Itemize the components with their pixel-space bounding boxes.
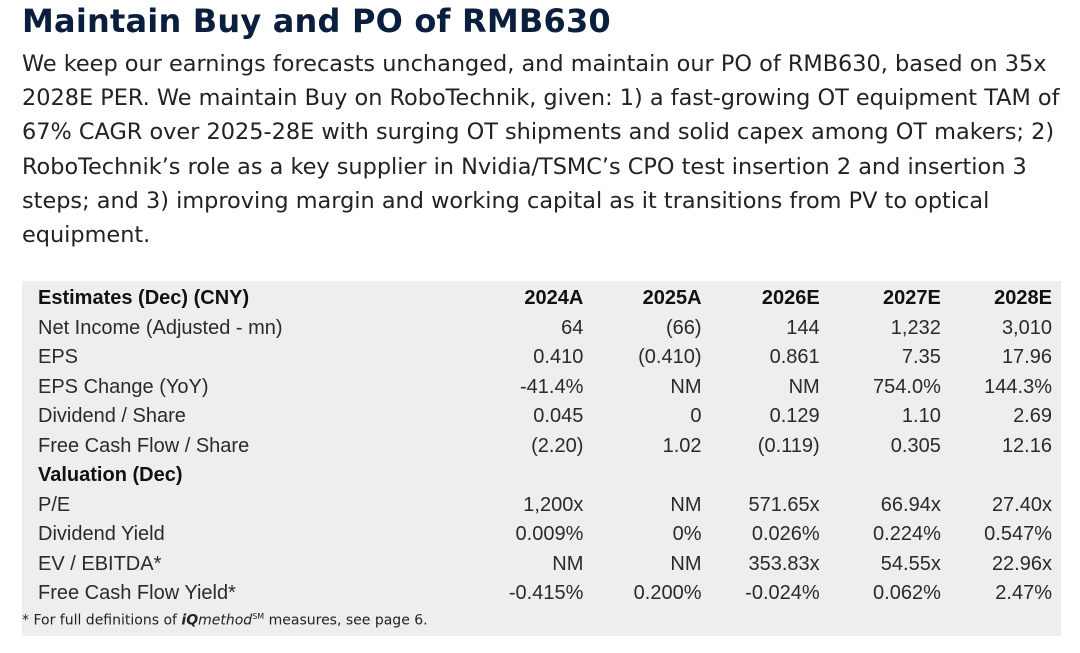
service-mark: SM: [252, 612, 265, 621]
footnote: * For full definitions of iQmethodSM mea…: [22, 612, 428, 629]
table-cell: -41.4%: [519, 375, 584, 398]
table-cell: 0.410: [533, 346, 584, 369]
table-cell: 66.94x: [880, 493, 941, 516]
row-label: P/E: [38, 493, 71, 516]
row-label: Free Cash Flow Yield*: [38, 582, 236, 605]
row-label: EV / EBITDA*: [38, 552, 162, 575]
summary-paragraph: We keep our earnings forecasts unchanged…: [22, 51, 1060, 249]
table-cell: 353.83x: [748, 552, 820, 575]
table-cell: 12.16: [1001, 434, 1052, 457]
table-cell: 2.69: [1013, 405, 1052, 428]
table-cell: (2.20): [531, 434, 584, 457]
row-label: EPS: [38, 346, 79, 369]
footnote-prefix: * For full definitions of: [22, 612, 182, 629]
table-row: Dividend Yield 0.009% 0% 0.026% 0.224% 0…: [38, 520, 1052, 550]
table-cell: -0.415%: [508, 582, 584, 605]
valuation-header-row: Valuation (Dec): [38, 461, 1052, 491]
table-cell: 0.045: [533, 405, 584, 428]
table-cell: 0: [690, 405, 702, 428]
table-cell: 144: [786, 316, 820, 339]
header-cell: Estimates (Dec) (CNY): [38, 287, 250, 310]
table-row: EPS Change (YoY) -41.4% NM NM 754.0% 144…: [38, 373, 1052, 403]
table-cell: (0.119): [757, 434, 820, 457]
estimates-header-row: Estimates (Dec) (CNY) 2024A 2025A 2026E …: [38, 284, 1052, 314]
table-cell: 1,232: [890, 316, 941, 339]
header-cell: 2026E: [761, 287, 820, 310]
row-label: Dividend Yield: [38, 523, 165, 546]
table-cell: 0.200%: [633, 582, 702, 605]
table-cell: 3,010: [1001, 316, 1052, 339]
row-label: EPS Change (YoY): [38, 375, 209, 398]
table-cell: 1.02: [662, 434, 702, 457]
table-cell: 144.3%: [984, 375, 1052, 398]
table-row: EV / EBITDA* NM NM 353.83x 54.55x 22.96x: [38, 550, 1052, 580]
table-cell: 17.96: [1001, 346, 1052, 369]
footnote-suffix: measures, see page 6.: [264, 612, 428, 629]
table-cell: 1.10: [901, 405, 941, 428]
table-cell: -0.024%: [745, 582, 820, 605]
header-cell: 2025A: [642, 287, 702, 310]
method-brand: method: [198, 612, 253, 629]
table-row: P/E 1,200x NM 571.65x 66.94x 27.40x: [38, 491, 1052, 521]
table-cell: 0.305: [890, 434, 941, 457]
row-label: Free Cash Flow / Share: [38, 434, 250, 457]
estimates-panel: [22, 281, 1061, 636]
table-row: Free Cash Flow Yield* -0.415% 0.200% -0.…: [38, 579, 1052, 609]
section-heading: Valuation (Dec): [38, 464, 183, 487]
header-cell: 2027E: [883, 287, 941, 310]
table-cell: 0.129: [769, 405, 820, 428]
table-cell: 0.062%: [873, 582, 941, 605]
table-cell: 0.224%: [873, 523, 941, 546]
table-cell: 0.026%: [751, 523, 820, 546]
table-cell: NM: [670, 375, 702, 398]
table-cell: 0.547%: [984, 523, 1052, 546]
table-cell: NM: [552, 552, 584, 575]
table-cell: 27.40x: [991, 493, 1052, 516]
table-cell: 1,200x: [523, 493, 584, 516]
table-cell: 754.0%: [873, 375, 941, 398]
table-cell: 0%: [672, 523, 702, 546]
table-cell: NM: [788, 375, 820, 398]
table-row: Dividend / Share 0.045 0 0.129 1.10 2.69: [38, 402, 1052, 432]
table-cell: 2.47%: [995, 582, 1052, 605]
page-title: Maintain Buy and PO of RMB630: [22, 2, 611, 40]
iq-brand: iQ: [181, 612, 199, 629]
table-cell: (66): [665, 316, 702, 339]
table-cell: (0.410): [638, 346, 702, 369]
header-cell: 2028E: [994, 287, 1052, 310]
row-label: Net Income (Adjusted - mn): [38, 316, 283, 339]
table-row: Free Cash Flow / Share (2.20) 1.02 (0.11…: [38, 432, 1052, 462]
table-cell: NM: [670, 552, 702, 575]
table-cell: 22.96x: [991, 552, 1052, 575]
header-cell: 2024A: [524, 287, 584, 310]
table-cell: 7.35: [901, 346, 941, 369]
row-label: Dividend / Share: [38, 405, 186, 428]
table-cell: NM: [670, 493, 702, 516]
table-cell: 571.65x: [748, 493, 820, 516]
table-row: EPS 0.410 (0.410) 0.861 7.35 17.96: [38, 343, 1052, 373]
table-cell: 0.009%: [515, 523, 584, 546]
table-cell: 0.861: [769, 346, 820, 369]
table-row: Net Income (Adjusted - mn) 64 (66) 144 1…: [38, 314, 1052, 344]
table-cell: 54.55x: [880, 552, 941, 575]
table-cell: 64: [561, 316, 584, 339]
estimates-table: Estimates (Dec) (CNY) 2024A 2025A 2026E …: [38, 284, 1052, 609]
